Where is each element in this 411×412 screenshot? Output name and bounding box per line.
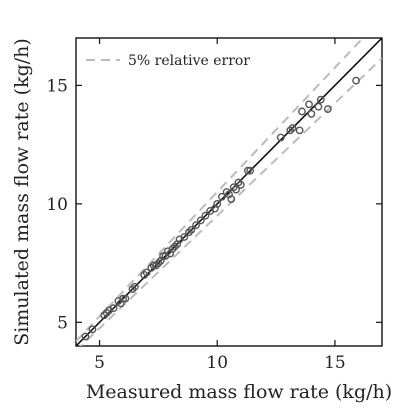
data-point bbox=[295, 126, 304, 135]
x-tick-label: 15 bbox=[324, 353, 346, 373]
data-point bbox=[81, 332, 90, 341]
identity-line bbox=[76, 38, 382, 346]
data-point bbox=[316, 95, 325, 104]
data-point bbox=[88, 325, 97, 334]
data-point bbox=[323, 105, 332, 113]
data-point bbox=[119, 294, 127, 303]
data-point bbox=[288, 124, 297, 132]
data-point bbox=[152, 261, 160, 270]
data-point bbox=[243, 166, 252, 175]
data-point bbox=[314, 102, 323, 111]
data-point bbox=[130, 282, 139, 291]
x-tick-label: 5 bbox=[94, 353, 105, 373]
data-point bbox=[192, 221, 200, 230]
data-point bbox=[218, 192, 226, 201]
data-points bbox=[81, 76, 361, 341]
data-point bbox=[307, 109, 316, 118]
data-point bbox=[100, 311, 109, 320]
legend: 5% relative error bbox=[86, 53, 250, 69]
data-point bbox=[109, 304, 118, 312]
data-point bbox=[185, 228, 193, 237]
data-point bbox=[213, 199, 222, 208]
data-point bbox=[196, 216, 205, 225]
data-point bbox=[352, 76, 361, 85]
data-point bbox=[234, 178, 243, 187]
data-point bbox=[236, 180, 245, 189]
data-point bbox=[298, 107, 306, 116]
data-point bbox=[286, 126, 295, 135]
data-point bbox=[102, 308, 111, 317]
data-point bbox=[276, 133, 285, 142]
data-point bbox=[121, 294, 130, 303]
x-axis-label: Measured mass flow rate (kg/h) bbox=[86, 381, 392, 403]
data-point bbox=[142, 268, 151, 277]
data-point bbox=[246, 166, 255, 175]
data-point bbox=[187, 226, 196, 234]
legend-label: 5% relative error bbox=[128, 53, 250, 69]
data-point bbox=[168, 244, 177, 253]
axes-frame bbox=[75, 37, 383, 347]
y-tick-label: 5 bbox=[57, 313, 68, 333]
data-point bbox=[159, 252, 167, 260]
data-point bbox=[222, 188, 231, 196]
data-point bbox=[180, 233, 189, 241]
plot-border bbox=[75, 37, 383, 347]
data-point bbox=[201, 211, 210, 220]
axis-ticks: 5 10 15 5 10 15 bbox=[46, 38, 382, 373]
x-tick-label: 10 bbox=[206, 353, 228, 373]
data-point bbox=[170, 242, 179, 251]
y-tick-label: 10 bbox=[46, 195, 68, 215]
data-point bbox=[305, 100, 313, 109]
y-axis-label: Simulated mass flow rate (kg/h) bbox=[11, 38, 33, 346]
data-point bbox=[227, 195, 236, 204]
data-point bbox=[232, 185, 240, 194]
data-point bbox=[128, 285, 137, 294]
y-tick-label: 15 bbox=[46, 76, 68, 96]
data-point bbox=[140, 271, 149, 279]
data-point bbox=[229, 183, 238, 192]
data-point bbox=[154, 259, 163, 267]
